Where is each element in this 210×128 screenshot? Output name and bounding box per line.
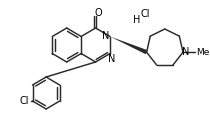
Text: O: O xyxy=(95,8,102,18)
Text: Cl: Cl xyxy=(20,96,29,106)
Text: N: N xyxy=(182,47,190,57)
Text: N: N xyxy=(102,30,110,40)
Text: N: N xyxy=(108,54,116,63)
Text: Cl: Cl xyxy=(140,9,150,19)
Polygon shape xyxy=(110,36,147,54)
Text: H: H xyxy=(133,15,140,25)
Text: Me: Me xyxy=(196,48,209,57)
